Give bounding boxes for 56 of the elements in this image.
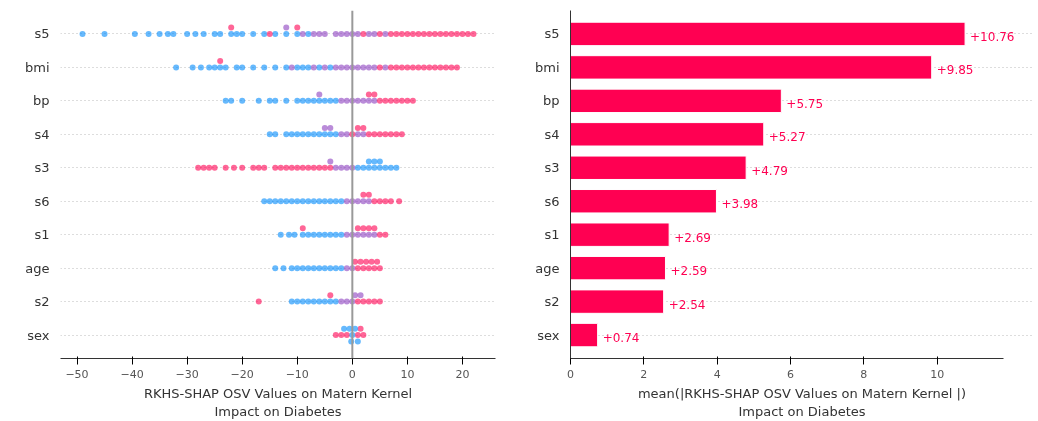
- data-label: +5.75: [786, 96, 824, 111]
- x-tick-label: 0: [567, 367, 574, 381]
- x-axis-title: RKHS-SHAP OSV Values on Matern Kernel Impact on Diabetes: [143, 385, 413, 419]
- y-tick-label: age: [25, 260, 50, 276]
- y-tick-label: bmi: [534, 59, 560, 75]
- bar: [570, 21, 966, 47]
- y-tick-label: s2: [34, 294, 50, 310]
- y-tick-label: s3: [544, 160, 560, 176]
- bar: [570, 289, 665, 314]
- x-axis-title: mean(|RKHS-SHAP OSV Values on Matern Kernel |) Impact on Diabetes: [637, 385, 967, 419]
- y-tick-label: s1: [544, 227, 560, 243]
- x-tick-label: −10: [285, 367, 309, 381]
- x-tick-label: −40: [120, 367, 144, 381]
- y-tick-label: bmi: [24, 59, 50, 75]
- data-label: +0.74: [602, 331, 640, 346]
- bar: [570, 222, 670, 247]
- x-tick-label: 10: [930, 367, 945, 381]
- y-tick-label: s3: [34, 160, 50, 176]
- y-tick-label: s6: [34, 193, 50, 209]
- bar: [570, 155, 747, 180]
- y-tick-label: s2: [544, 294, 560, 310]
- y-tick-label: sex: [537, 327, 560, 343]
- x-tick-label: 10: [400, 367, 415, 381]
- x-tick-label: −20: [230, 367, 254, 381]
- data-label: +2.54: [668, 297, 706, 312]
- bar: [570, 55, 933, 80]
- y-tick-label: sex: [27, 327, 50, 343]
- y-tick-label: bp: [543, 93, 560, 109]
- x-tick-label: 20: [455, 367, 470, 381]
- bar: [570, 189, 717, 214]
- data-label: +9.85: [936, 63, 974, 78]
- data-label: +2.69: [674, 230, 711, 245]
- bar: [570, 255, 666, 281]
- y-tick-label: s4: [544, 126, 560, 142]
- data-label: +10.76: [970, 29, 1015, 44]
- data-label: +3.98: [721, 197, 759, 212]
- y-tick-label: s1: [34, 227, 50, 243]
- y-tick-label: age: [535, 260, 560, 276]
- x-tick-label: 2: [640, 367, 648, 381]
- y-tick-label: s6: [544, 193, 560, 209]
- data-label: +5.27: [768, 130, 806, 145]
- data-label: +2.59: [670, 264, 708, 279]
- x-tick-label: −30: [175, 367, 199, 381]
- bar: [570, 322, 599, 348]
- data-label: +4.79: [751, 163, 788, 178]
- y-tick-label: s4: [34, 126, 50, 142]
- x-tick-label: −50: [65, 367, 89, 381]
- y-tick-label: s5: [544, 26, 560, 42]
- x-tick-label: 8: [860, 367, 868, 381]
- x-tick-label: 4: [713, 367, 721, 381]
- bar: [570, 122, 765, 147]
- bar: [570, 88, 782, 114]
- y-tick-label: s5: [34, 26, 50, 42]
- x-tick-label: 0: [348, 367, 356, 381]
- y-tick-label: bp: [33, 93, 50, 109]
- x-tick-label: 6: [787, 367, 795, 381]
